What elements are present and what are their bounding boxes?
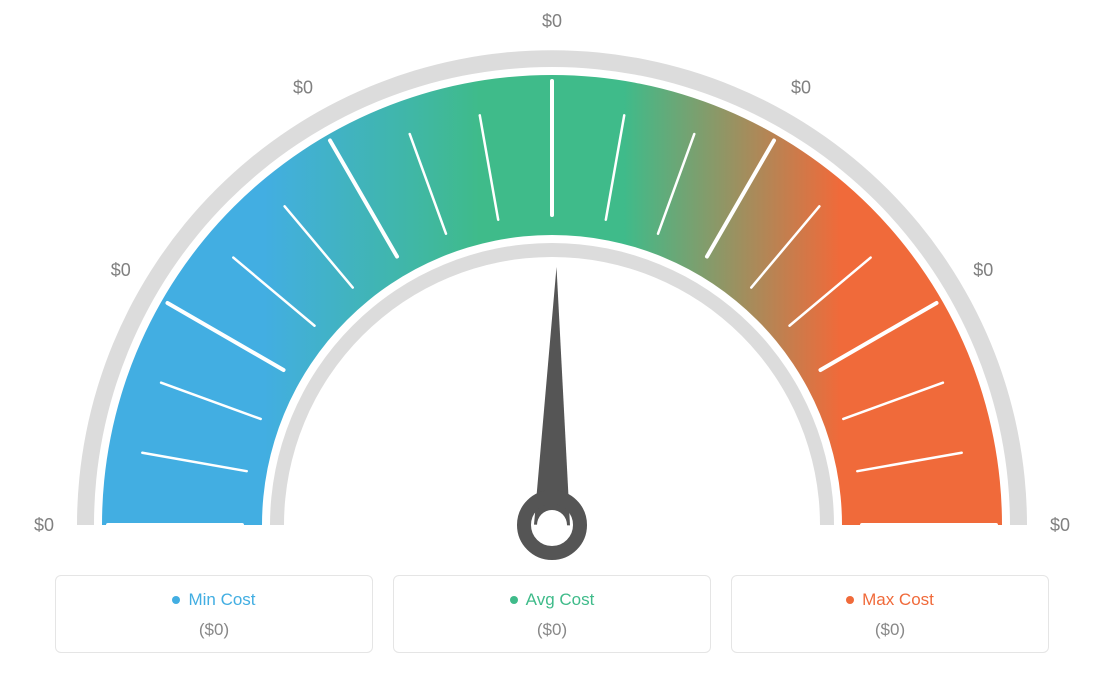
legend-min-label: Min Cost bbox=[66, 590, 362, 610]
legend-max-text: Max Cost bbox=[862, 590, 934, 609]
svg-text:$0: $0 bbox=[542, 11, 562, 31]
legend-max-label: Max Cost bbox=[742, 590, 1038, 610]
svg-text:$0: $0 bbox=[111, 260, 131, 280]
cost-gauge-container: $0 $0 $0 $0 $0 $0 $0 Min Cost ($0) Avg Cost ($… bbox=[0, 0, 1104, 690]
legend-avg-text: Avg Cost bbox=[526, 590, 595, 609]
dot-icon bbox=[172, 596, 180, 604]
svg-text:$0: $0 bbox=[34, 515, 54, 535]
legend-min-value: ($0) bbox=[66, 620, 362, 640]
legend-row: Min Cost ($0) Avg Cost ($0) Max Cost ($0… bbox=[0, 575, 1104, 653]
legend-avg: Avg Cost ($0) bbox=[393, 575, 711, 653]
dot-icon bbox=[846, 596, 854, 604]
svg-text:$0: $0 bbox=[791, 78, 811, 98]
legend-min-text: Min Cost bbox=[188, 590, 255, 609]
legend-max: Max Cost ($0) bbox=[731, 575, 1049, 653]
svg-text:$0: $0 bbox=[973, 260, 993, 280]
legend-avg-label: Avg Cost bbox=[404, 590, 700, 610]
svg-text:$0: $0 bbox=[293, 78, 313, 98]
gauge-svg: $0 $0 $0 $0 $0 $0 $0 bbox=[0, 0, 1104, 570]
legend-max-value: ($0) bbox=[742, 620, 1038, 640]
gauge-chart: $0 $0 $0 $0 $0 $0 $0 bbox=[0, 0, 1104, 570]
dot-icon bbox=[510, 596, 518, 604]
legend-min: Min Cost ($0) bbox=[55, 575, 373, 653]
legend-avg-value: ($0) bbox=[404, 620, 700, 640]
svg-text:$0: $0 bbox=[1050, 515, 1070, 535]
